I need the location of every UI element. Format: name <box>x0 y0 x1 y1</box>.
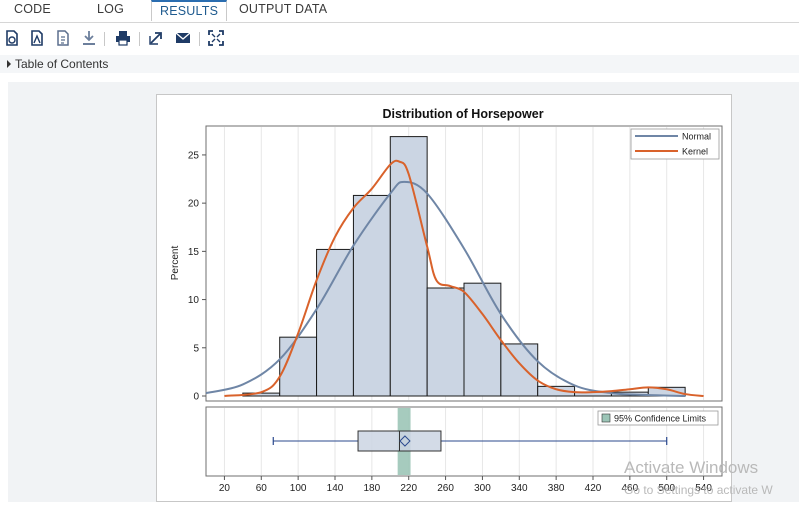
x-tick-label: 60 <box>256 483 268 494</box>
open-new-window-icon[interactable] <box>148 30 164 46</box>
x-tick-label: 140 <box>327 483 344 494</box>
ci-legend-label: 95% Confidence Limits <box>614 414 707 424</box>
html-file-icon[interactable] <box>4 30 20 46</box>
x-tick-label: 340 <box>511 483 528 494</box>
toc-label: Table of Contents <box>15 57 109 71</box>
ci-legend-box <box>597 410 719 426</box>
table-of-contents-toggle[interactable]: Table of Contents <box>0 55 799 73</box>
x-tick-label: 500 <box>658 483 675 494</box>
y-tick-label: 0 <box>193 392 199 403</box>
y-axis-label: Percent <box>170 246 181 281</box>
y-tick-label: 25 <box>188 150 200 161</box>
toolbar-separator <box>199 32 200 46</box>
histogram-bar <box>463 282 502 397</box>
x-tick-label: 300 <box>474 483 491 494</box>
tab-code[interactable]: CODE <box>14 2 51 16</box>
x-tick-label: 100 <box>290 483 307 494</box>
x-tick-label: 460 <box>622 483 639 494</box>
chart-legend: Normal Kernel <box>630 128 720 160</box>
x-tick-label: 20 <box>219 483 231 494</box>
y-tick-label: 20 <box>188 199 200 210</box>
histogram-bar <box>426 287 465 397</box>
histogram-graph: Distribution of Horsepower 0 5 10 15 20 25 Pe… <box>156 94 732 502</box>
windows-activation-hint: Go to Settings to activate W <box>624 483 773 497</box>
x-tick-label: 380 <box>548 483 565 494</box>
results-toolbar <box>0 27 799 51</box>
legend-normal-label: Normal <box>682 132 711 142</box>
y-tick-label: 5 <box>193 343 199 354</box>
histogram-bar <box>500 343 539 397</box>
x-tick-label: 260 <box>437 483 454 494</box>
results-tabbar: CODE LOG RESULTS OUTPUT DATA <box>0 0 799 23</box>
pdf-file-icon[interactable] <box>29 30 45 46</box>
tab-results[interactable]: RESULTS <box>151 0 228 21</box>
kernel-density-curve <box>224 159 704 397</box>
x-tick-label: 180 <box>364 483 381 494</box>
y-tick-label: 10 <box>188 295 200 306</box>
tab-log[interactable]: LOG <box>97 2 124 16</box>
toolbar-separator <box>104 32 105 46</box>
mean-marker <box>399 435 411 447</box>
legend-kernel-label: Kernel <box>682 147 708 157</box>
download-icon[interactable] <box>81 30 97 46</box>
y-tick-label: 15 <box>188 247 200 258</box>
email-icon[interactable] <box>175 30 191 46</box>
x-tick-label: 420 <box>585 483 602 494</box>
histogram-chart: Distribution of Horsepower 0 5 10 15 20 25 Pe… <box>170 107 723 494</box>
x-tick-label: 540 <box>695 483 712 494</box>
legend-box <box>630 128 720 160</box>
windows-activation-watermark: Activate Windows <box>624 458 759 477</box>
print-icon[interactable] <box>115 30 131 46</box>
histogram-bar <box>316 248 354 397</box>
histogram-bar <box>352 194 391 397</box>
ci-legend: 95% Confidence Limits <box>597 410 719 426</box>
fullscreen-icon[interactable] <box>208 30 224 46</box>
toolbar-separator <box>139 32 140 46</box>
x-tick-label: 220 <box>400 483 417 494</box>
tab-output-data[interactable]: OUTPUT DATA <box>239 2 328 16</box>
rtf-file-icon[interactable] <box>55 30 71 46</box>
chart-title: Distribution of Horsepower <box>382 107 543 121</box>
histogram-bar <box>389 136 428 397</box>
ci-legend-swatch <box>601 413 611 423</box>
expand-arrow-icon <box>7 60 11 68</box>
